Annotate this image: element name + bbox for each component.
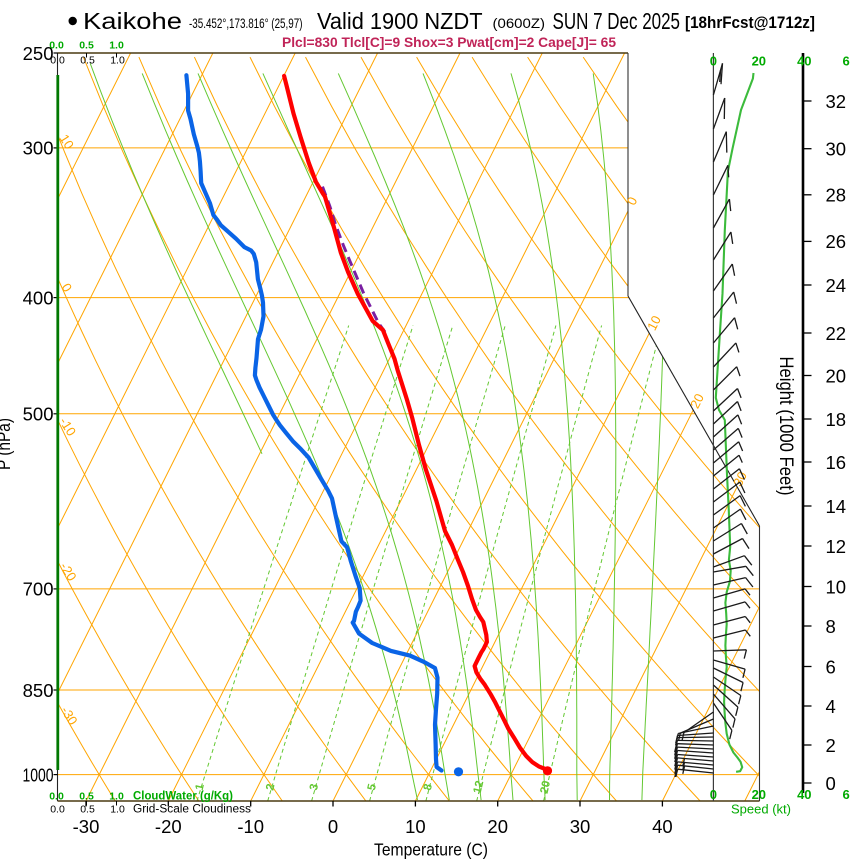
svg-text:700: 700 [23, 579, 54, 600]
svg-text:12: 12 [472, 780, 487, 795]
svg-text:Plcl=830 Tlcl[C]=9 Shox=3 Pwat: Plcl=830 Tlcl[C]=9 Shox=3 Pwat[cm]=2 Cap… [282, 35, 616, 50]
svg-text:1.0: 1.0 [110, 54, 125, 66]
svg-text:250: 250 [23, 43, 54, 64]
svg-text:3: 3 [308, 783, 321, 792]
svg-text:20: 20 [752, 54, 766, 69]
svg-text:850: 850 [23, 680, 54, 701]
svg-text:0.5: 0.5 [80, 54, 95, 66]
svg-text:20: 20 [752, 787, 766, 802]
svg-text:20: 20 [826, 365, 847, 386]
svg-text:Temperature (C): Temperature (C) [374, 840, 488, 860]
svg-text:30: 30 [730, 469, 750, 489]
svg-text:Height (1000 Feet): Height (1000 Feet) [775, 357, 797, 496]
svg-text:22: 22 [826, 323, 847, 344]
svg-text:CloudWater (g/Kg): CloudWater (g/Kg) [133, 791, 233, 803]
svg-text:8: 8 [422, 782, 435, 792]
svg-text:Speed (kt): Speed (kt) [731, 802, 791, 817]
svg-text:40: 40 [797, 54, 811, 69]
svg-text:0: 0 [826, 773, 836, 794]
svg-text:500: 500 [23, 404, 54, 425]
svg-text:28: 28 [826, 185, 847, 206]
svg-text:0.0: 0.0 [50, 54, 65, 66]
svg-text:-35.452°,173.816° (25,97): -35.452°,173.816° (25,97) [189, 15, 303, 31]
svg-text:1000: 1000 [23, 764, 54, 785]
svg-text:10: 10 [644, 313, 664, 333]
svg-text:2: 2 [826, 735, 836, 756]
svg-text:0.0: 0.0 [49, 791, 64, 803]
svg-text:1.0: 1.0 [109, 791, 124, 803]
svg-text:5: 5 [366, 782, 379, 792]
svg-text:0: 0 [710, 54, 717, 69]
svg-text:(0600Z): (0600Z) [493, 15, 546, 31]
svg-text:Kaikohe: Kaikohe [83, 8, 182, 34]
svg-text:10: 10 [405, 816, 426, 837]
svg-text:12: 12 [826, 536, 847, 557]
svg-text:P (hPa): P (hPa) [0, 418, 14, 470]
svg-text:-10: -10 [237, 816, 264, 837]
svg-text:4: 4 [826, 696, 836, 717]
svg-text:14: 14 [826, 496, 847, 517]
svg-text:26: 26 [826, 231, 847, 252]
svg-text:1.0: 1.0 [110, 804, 125, 816]
svg-text:20: 20 [687, 391, 707, 411]
svg-text:20: 20 [539, 780, 554, 795]
svg-text:16: 16 [826, 452, 847, 473]
svg-text:Valid 1900 NZDT: Valid 1900 NZDT [317, 8, 483, 34]
svg-text:20: 20 [487, 816, 508, 837]
svg-text:24: 24 [826, 275, 847, 296]
svg-text:40: 40 [652, 816, 673, 837]
svg-text:1.0: 1.0 [109, 39, 124, 51]
svg-text:2: 2 [264, 783, 277, 792]
svg-text:Grid-Scale Cloudiness: Grid-Scale Cloudiness [133, 804, 251, 816]
svg-text:10: 10 [826, 576, 847, 597]
svg-text:60: 60 [842, 787, 850, 802]
svg-text:40: 40 [797, 787, 811, 802]
svg-text:0: 0 [328, 816, 338, 837]
svg-text:0.5: 0.5 [79, 791, 94, 803]
svg-text:30: 30 [826, 139, 847, 160]
svg-text:32: 32 [826, 91, 847, 112]
svg-text:0.5: 0.5 [80, 804, 95, 816]
svg-text:1: 1 [194, 782, 207, 792]
svg-text:400: 400 [23, 287, 54, 308]
svg-text:SUN 7 Dec 2025: SUN 7 Dec 2025 [553, 8, 681, 34]
svg-text:60: 60 [842, 54, 850, 69]
svg-text:-20: -20 [155, 816, 182, 837]
svg-text:300: 300 [23, 138, 54, 159]
svg-text:18: 18 [826, 409, 847, 430]
svg-text:0.0: 0.0 [49, 39, 64, 51]
svg-text:8: 8 [826, 616, 836, 637]
svg-text:10: 10 [57, 132, 77, 152]
svg-text:30: 30 [570, 816, 591, 837]
svg-text:-30: -30 [73, 816, 100, 837]
svg-text:0: 0 [710, 787, 717, 802]
svg-text:0.0: 0.0 [50, 804, 65, 816]
svg-text:6: 6 [826, 656, 836, 677]
svg-text:0.5: 0.5 [79, 39, 94, 51]
svg-text:[18hrFcst@1712z]: [18hrFcst@1712z] [685, 13, 815, 32]
